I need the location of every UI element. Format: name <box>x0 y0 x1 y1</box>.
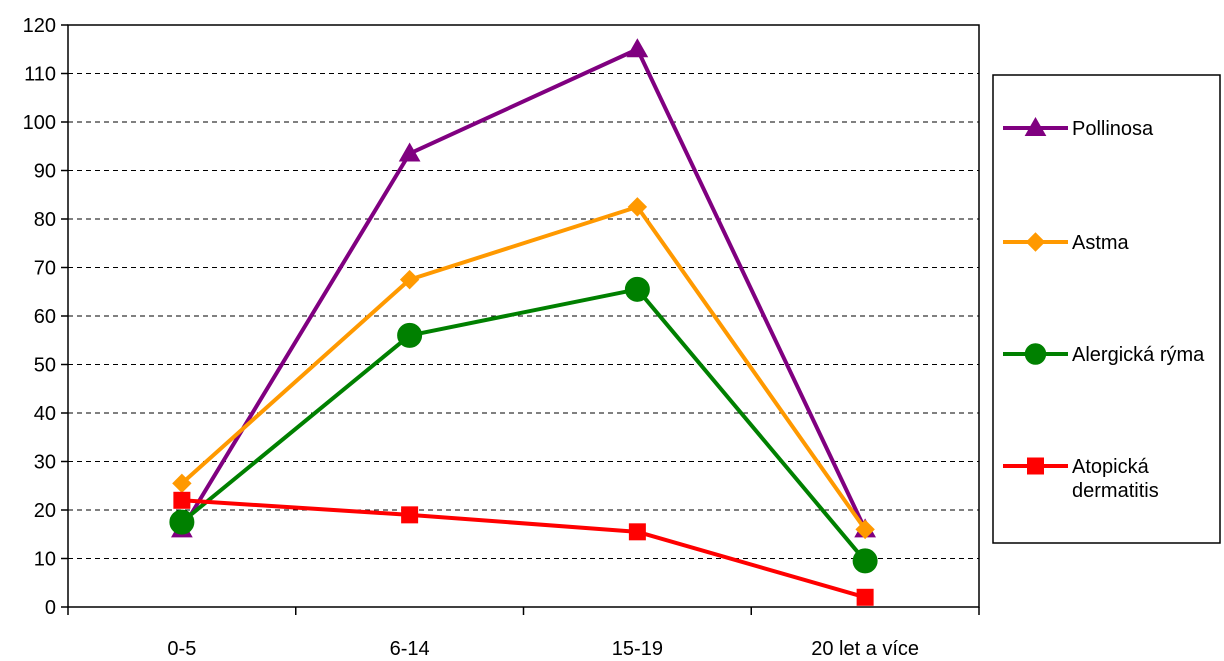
legend-label: Astma <box>1072 232 1130 254</box>
series-line <box>180 204 867 531</box>
series-astma <box>172 197 875 540</box>
data-point <box>628 523 646 541</box>
x-axis: 0-5 6-14 15-19 20 let a více <box>67 607 980 660</box>
y-axis: 0 10 20 30 40 50 60 70 80 90 100 110 120 <box>23 15 68 619</box>
data-point <box>626 38 649 58</box>
y-tick-label: 120 <box>23 15 56 37</box>
y-tick-label: 0 <box>45 597 56 619</box>
legend-marker <box>1024 116 1047 136</box>
legend-marker <box>1024 343 1047 365</box>
data-point <box>398 142 421 162</box>
y-tick-label: 70 <box>34 258 56 280</box>
data-point <box>855 519 875 540</box>
y-tick-label: 60 <box>34 306 56 328</box>
series-line <box>181 498 866 600</box>
legend-item: Astma <box>1003 232 1130 254</box>
legend: Pollinosa Astma Alergická rýma Atopickáderm… <box>992 74 1221 544</box>
data-point <box>169 509 195 535</box>
x-tick-label: 0-5 <box>167 638 196 660</box>
data-point <box>624 276 650 302</box>
y-tick-label: 30 <box>34 452 56 474</box>
legend-item: Pollinosa <box>1003 116 1154 140</box>
legend-item: Alergická rýma <box>1003 343 1205 366</box>
y-tick-label: 110 <box>24 64 56 86</box>
legend-label: dermatitis <box>1072 480 1159 502</box>
data-point <box>399 269 420 290</box>
series-group <box>169 38 878 606</box>
data-point <box>856 588 874 606</box>
x-tick-label: 15-19 <box>612 638 663 660</box>
y-tick-label: 50 <box>34 355 56 377</box>
legend-marker <box>1025 232 1046 252</box>
legend-label: Atopická <box>1072 456 1150 478</box>
data-point <box>397 322 423 348</box>
data-point <box>173 491 191 509</box>
legend-box <box>992 74 1221 544</box>
y-tick-label: 40 <box>34 403 56 425</box>
gridlines <box>68 73 979 559</box>
y-tick-label: 80 <box>34 209 56 231</box>
y-tick-label: 100 <box>23 112 56 134</box>
data-point <box>852 548 878 574</box>
x-tick-label: 6-14 <box>390 638 430 660</box>
y-tick-label: 10 <box>34 549 56 571</box>
series-alergick-r-ma <box>169 276 878 574</box>
series-line <box>180 287 867 563</box>
legend-marker <box>1027 457 1044 475</box>
series-line <box>180 47 867 531</box>
data-point <box>401 506 419 524</box>
x-tick-label: 20 let a více <box>811 638 919 660</box>
legend-label: Alergická rýma <box>1072 344 1205 366</box>
y-tick-label: 90 <box>34 161 56 183</box>
series-atopick-dermatitis <box>173 491 874 606</box>
data-point <box>627 197 648 217</box>
series-pollinosa <box>171 38 876 538</box>
y-tick-label: 20 <box>34 500 56 522</box>
legend-label: Pollinosa <box>1072 118 1154 140</box>
